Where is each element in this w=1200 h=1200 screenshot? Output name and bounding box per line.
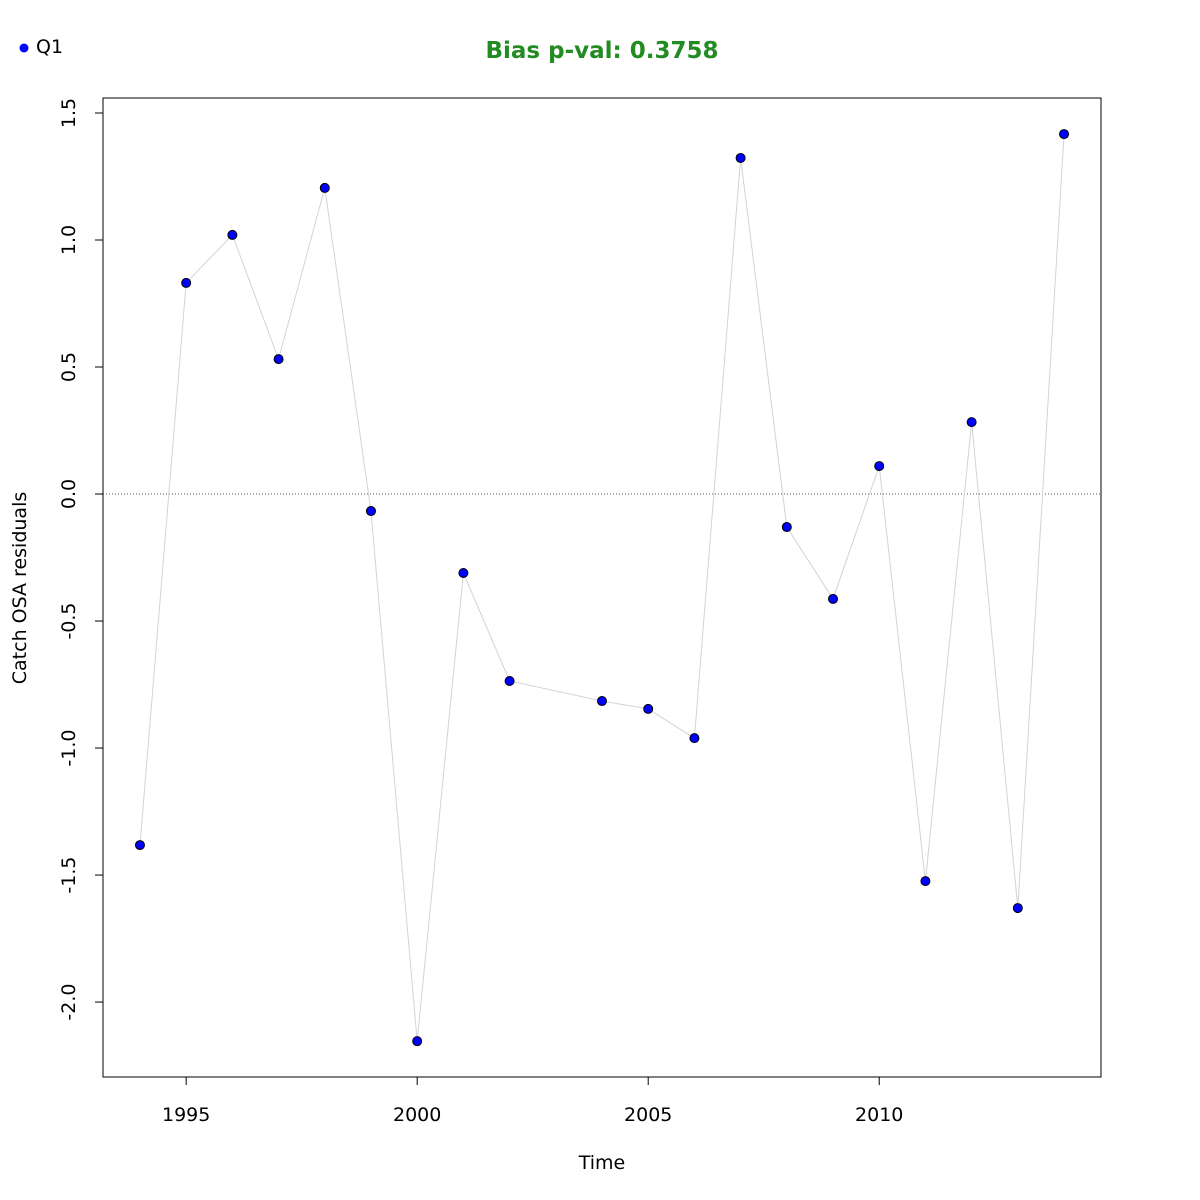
- data-point: [504, 675, 515, 686]
- chart-title: Bias p-val: 0.3758: [486, 38, 719, 64]
- series-line: [139, 134, 1065, 1042]
- data-point: [1012, 903, 1023, 914]
- data-point: [781, 522, 792, 533]
- y-tick-label: 0.5: [58, 352, 80, 382]
- y-tick-label: -2.0: [58, 984, 80, 1021]
- data-point: [689, 733, 700, 744]
- legend-marker: [19, 43, 29, 53]
- data-point: [134, 840, 145, 851]
- data-point: [966, 417, 977, 428]
- data-point: [597, 696, 607, 707]
- data-point: [365, 506, 376, 517]
- data-point: [920, 876, 931, 887]
- y-tick-label: 0.0: [58, 479, 80, 509]
- x-tick-label: 1995: [162, 1104, 210, 1126]
- y-tick-label: -0.5: [58, 602, 80, 639]
- y-tick-label: -1.5: [58, 857, 80, 894]
- x-axis-label: Time: [578, 1152, 626, 1174]
- data-point: [1059, 129, 1070, 140]
- data-point: [273, 354, 284, 365]
- data-point: [319, 182, 330, 193]
- data-point: [458, 568, 469, 579]
- data-point: [181, 277, 192, 288]
- data-point: [874, 461, 885, 472]
- y-tick-label: 1.0: [58, 225, 80, 255]
- data-point: [412, 1036, 423, 1047]
- plot-frame: [102, 97, 1102, 1078]
- legend-label: Q1: [36, 36, 63, 58]
- x-tick-label: 2000: [393, 1104, 441, 1126]
- y-tick-label: -1.0: [58, 730, 80, 767]
- data-point: [828, 593, 839, 604]
- y-tick-label: 1.5: [58, 98, 80, 128]
- y-axis-label: Catch OSA residuals: [9, 492, 31, 684]
- x-tick-label: 2005: [624, 1104, 672, 1126]
- data-point: [643, 703, 654, 714]
- data-point: [227, 229, 238, 240]
- x-tick-label: 2010: [855, 1104, 903, 1126]
- data-point: [735, 152, 746, 163]
